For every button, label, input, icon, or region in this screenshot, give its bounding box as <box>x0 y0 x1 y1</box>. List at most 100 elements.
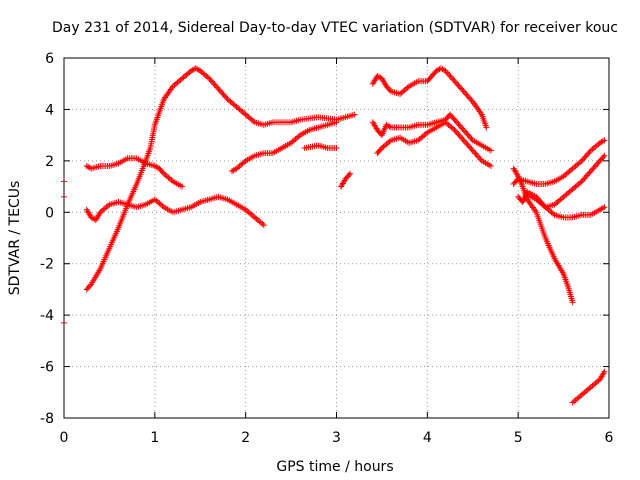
data-point <box>600 154 607 160</box>
data-point <box>589 166 596 173</box>
data-point <box>443 69 450 76</box>
data-point <box>460 88 467 95</box>
data-point <box>487 147 494 154</box>
data-point <box>582 153 589 160</box>
data-point <box>465 132 472 139</box>
data-point <box>464 141 471 148</box>
x-tick-label: 0 <box>60 430 69 446</box>
data-point <box>219 90 226 97</box>
data-point <box>463 140 470 147</box>
y-tick-label: 4 <box>45 102 54 118</box>
data-point <box>210 79 217 86</box>
x-tick-label: 6 <box>605 430 614 446</box>
data-point <box>601 152 608 159</box>
data-point <box>159 169 166 176</box>
data-point <box>594 160 601 167</box>
data-point <box>351 111 358 118</box>
data-point <box>377 146 384 153</box>
data-point <box>464 92 471 99</box>
data-point <box>454 81 461 88</box>
data-point <box>450 76 457 83</box>
data-point <box>583 151 590 158</box>
data-point <box>220 91 227 98</box>
data-point <box>456 122 463 129</box>
data-point <box>465 143 472 150</box>
axis-ticks: 0 1 2 3 4 5 6 -8 -6 -4 -2 0 2 4 6 <box>40 51 614 446</box>
data-point <box>580 156 587 163</box>
y-axis-label: SDTVAR / TECUs <box>7 181 23 296</box>
data-point <box>578 157 585 164</box>
x-tick-label: 4 <box>423 430 432 446</box>
chart-title: Day 231 of 2014, Sidereal Day-to-day VTE… <box>52 20 618 36</box>
data-point <box>208 78 215 85</box>
x-tick-label: 2 <box>241 430 250 446</box>
data-point <box>445 70 452 77</box>
data-point <box>601 368 608 375</box>
data-point <box>214 84 221 91</box>
data-points <box>61 65 608 406</box>
data-point <box>451 116 458 123</box>
y-tick-label: -4 <box>40 308 54 324</box>
data-point <box>580 176 587 183</box>
data-point <box>465 94 472 101</box>
data-point <box>451 78 458 85</box>
data-point <box>333 119 340 126</box>
data-point <box>476 154 483 161</box>
data-point <box>460 127 467 133</box>
x-tick-label: 1 <box>150 430 159 446</box>
data-point <box>586 169 593 176</box>
data-point <box>569 299 576 306</box>
data-point <box>586 149 593 156</box>
data-point <box>601 137 608 144</box>
data-point <box>454 129 461 136</box>
data-point <box>216 87 223 94</box>
data-point <box>464 131 471 138</box>
grid-lines <box>64 58 609 418</box>
data-point <box>585 171 592 178</box>
data-point <box>442 67 449 74</box>
data-point <box>590 165 597 172</box>
data-point <box>218 88 225 95</box>
y-tick-label: 0 <box>45 205 54 221</box>
data-point <box>179 183 186 190</box>
data-point <box>454 119 461 126</box>
data-point <box>474 153 481 160</box>
data-point <box>463 91 470 98</box>
data-point <box>459 135 466 142</box>
y-tick-label: -8 <box>40 411 54 427</box>
data-point <box>459 125 466 132</box>
data-point <box>591 163 598 170</box>
data-point <box>447 73 454 80</box>
data-point <box>452 128 459 135</box>
data-point <box>458 124 465 131</box>
data-point <box>469 147 476 154</box>
data-point <box>468 146 475 153</box>
data-point <box>467 95 474 102</box>
data-point <box>221 93 228 100</box>
data-point <box>455 82 462 89</box>
data-point <box>593 162 600 169</box>
y-tick-label: -6 <box>40 360 54 376</box>
data-point <box>455 121 462 128</box>
data-point <box>448 75 455 82</box>
data-point <box>460 137 467 144</box>
data-point <box>483 124 490 131</box>
data-point <box>471 149 478 156</box>
data-point <box>452 79 459 86</box>
data-point <box>333 145 340 151</box>
data-point <box>455 131 462 138</box>
data-point <box>260 222 267 229</box>
data-point <box>585 150 592 157</box>
data-point <box>461 138 468 145</box>
data-point <box>581 175 588 182</box>
data-point <box>207 77 214 84</box>
data-point <box>472 150 479 157</box>
data-point <box>461 128 468 135</box>
data-point <box>223 94 230 101</box>
data-point <box>452 118 459 125</box>
data-point <box>458 134 465 141</box>
data-point <box>206 75 213 82</box>
y-tick-label: -2 <box>40 257 54 273</box>
data-point <box>211 81 218 88</box>
